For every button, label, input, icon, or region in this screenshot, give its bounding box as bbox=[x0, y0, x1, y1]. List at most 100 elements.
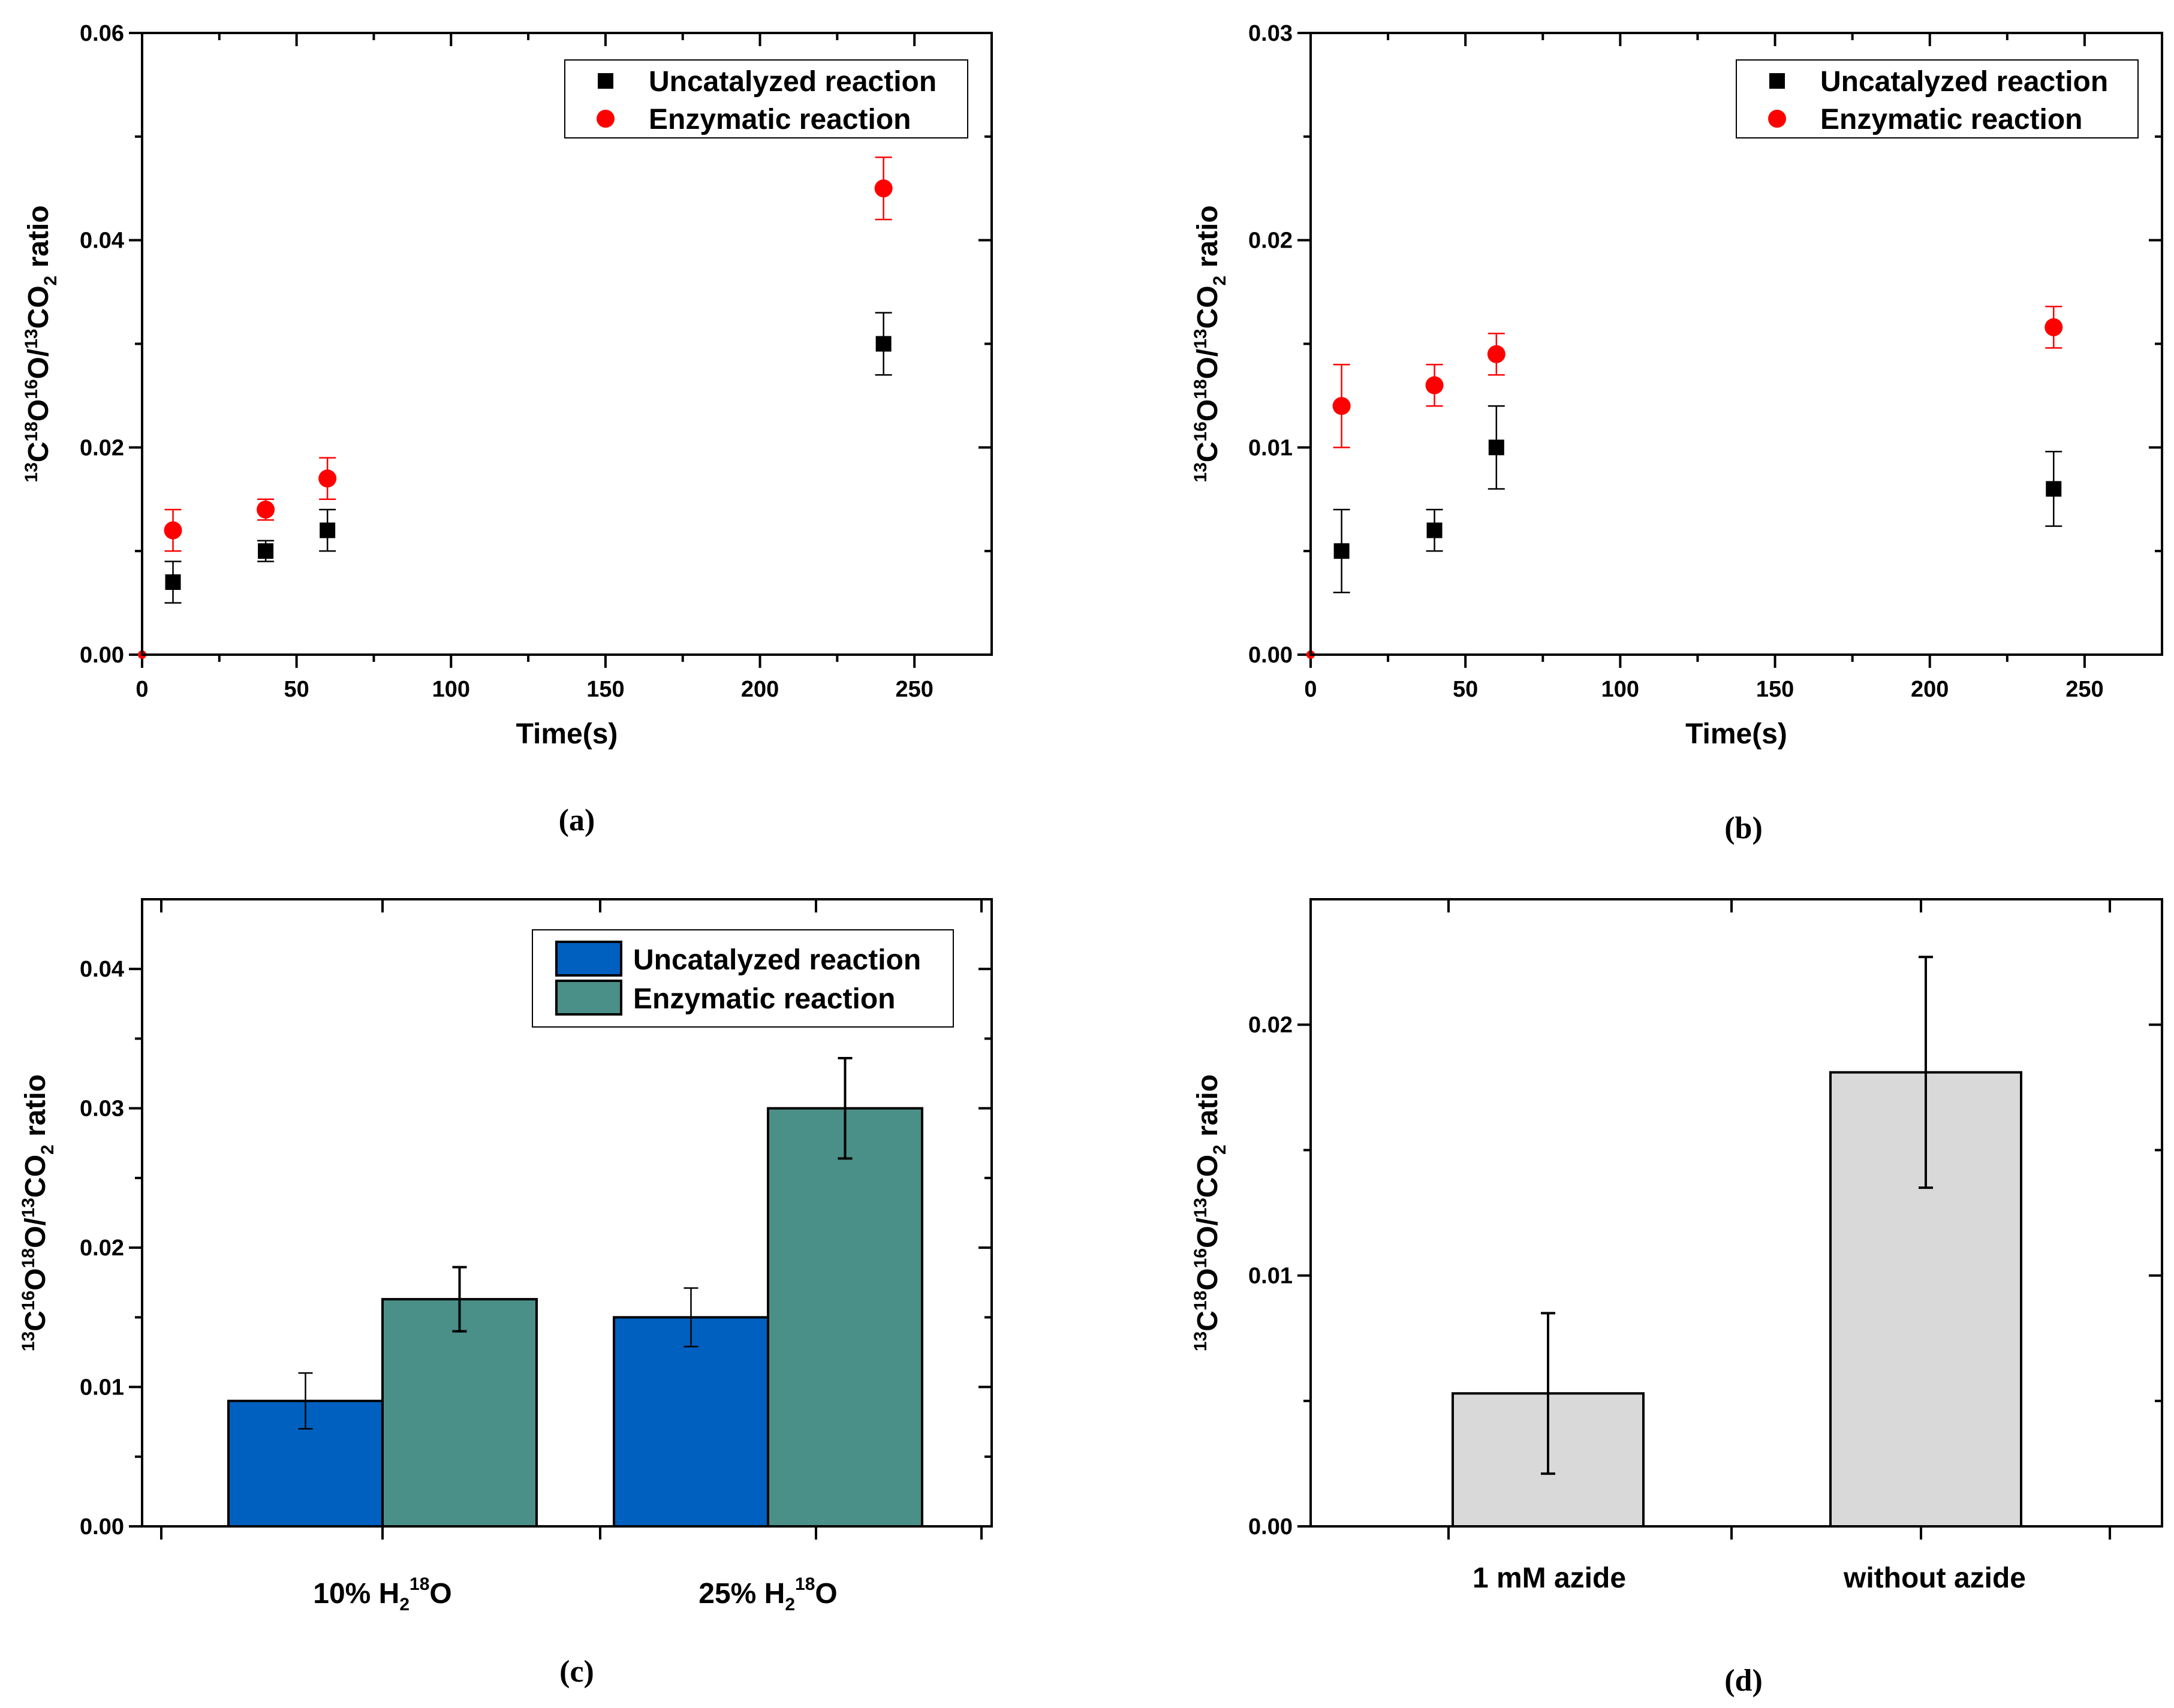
data-point bbox=[1426, 522, 1443, 538]
y-tick-label: 0.02 bbox=[80, 435, 124, 460]
legend-swatch bbox=[555, 941, 622, 977]
bar bbox=[767, 1107, 923, 1528]
label-part: 10% H bbox=[313, 1578, 399, 1610]
y-tick-label: 0.00 bbox=[1248, 1514, 1293, 1540]
label-part: C bbox=[20, 1311, 52, 1332]
y-tick-label: 0.01 bbox=[80, 1375, 124, 1400]
bar bbox=[613, 1316, 769, 1528]
data-point bbox=[1332, 397, 1351, 415]
data-point bbox=[257, 501, 275, 519]
label-part: ratio bbox=[1192, 205, 1224, 275]
label-part: C bbox=[23, 442, 55, 463]
plot-frame bbox=[141, 32, 993, 656]
legend-marker bbox=[1768, 110, 1786, 128]
label-part: O bbox=[23, 399, 55, 421]
label-part: CO bbox=[23, 285, 55, 329]
label-part: 18 bbox=[1191, 379, 1211, 399]
label-part: 16 bbox=[1191, 421, 1211, 441]
label-part: CO bbox=[1192, 1155, 1224, 1198]
bar bbox=[381, 1298, 538, 1528]
label-part: 16 bbox=[1191, 1248, 1211, 1268]
y-axis-title: 13C18O16O/13CO2 ratio bbox=[22, 205, 61, 482]
label-part: O bbox=[1192, 1268, 1224, 1290]
y-tick-label: 0.06 bbox=[80, 21, 124, 46]
label-part: 2 bbox=[38, 1144, 58, 1155]
label-part: 18 bbox=[795, 1574, 815, 1594]
x-tick-label: 250 bbox=[2065, 677, 2103, 702]
label-part: O/ bbox=[20, 1218, 52, 1248]
x-tick-label: 50 bbox=[284, 677, 309, 702]
data-point bbox=[2046, 481, 2062, 497]
legend-marker bbox=[1769, 73, 1785, 89]
label-part: ratio bbox=[1192, 1074, 1224, 1144]
x-tick-label: 50 bbox=[1453, 677, 1478, 702]
x-category-label: 25% H218O bbox=[698, 1574, 837, 1614]
data-point bbox=[1488, 439, 1504, 456]
legend-entry: Uncatalyzed reaction bbox=[1820, 66, 2108, 98]
y-tick-label: 0.01 bbox=[1248, 1264, 1293, 1289]
y-tick-label: 0.03 bbox=[1248, 21, 1293, 46]
legend-swatch bbox=[555, 980, 622, 1016]
x-tick-label: 0 bbox=[1304, 677, 1317, 702]
label-part: ratio bbox=[23, 205, 55, 275]
label-part: 13 bbox=[19, 1198, 38, 1218]
x-tick-label: 0 bbox=[136, 677, 148, 702]
label-part: 18 bbox=[1191, 1291, 1211, 1311]
plot-frame bbox=[1309, 32, 2163, 656]
x-axis-title: Time(s) bbox=[1685, 718, 1787, 750]
legend-entry: Enzymatic reaction bbox=[1820, 104, 2082, 135]
label-part: 25% H bbox=[698, 1578, 785, 1610]
legend-marker bbox=[597, 110, 615, 128]
data-point bbox=[318, 469, 337, 488]
x-category-label: without azide bbox=[1843, 1562, 2026, 1594]
x-category-label: 10% H218O bbox=[313, 1574, 451, 1614]
label-part: O bbox=[1192, 399, 1224, 421]
label-part: ratio bbox=[20, 1074, 52, 1144]
label-part: C bbox=[1192, 442, 1224, 463]
data-point bbox=[1333, 543, 1350, 559]
label-part: O bbox=[815, 1578, 837, 1610]
label-part: O bbox=[20, 1268, 52, 1290]
label-part: 13 bbox=[1191, 329, 1211, 348]
label-part: 13 bbox=[22, 462, 41, 482]
panel-label: (d) bbox=[1724, 1664, 1763, 1698]
legend-entry: Uncatalyzed reaction bbox=[633, 944, 921, 976]
x-category-label: 1 mM azide bbox=[1473, 1562, 1626, 1594]
data-point bbox=[164, 521, 182, 540]
label-part: 13 bbox=[1191, 1332, 1211, 1351]
label-part: 2 bbox=[399, 1595, 409, 1614]
y-tick-label: 0.04 bbox=[80, 957, 124, 982]
legend-box bbox=[564, 59, 968, 138]
data-point bbox=[1425, 376, 1444, 394]
x-tick-label: 150 bbox=[1756, 677, 1794, 702]
panel-label: (c) bbox=[559, 1655, 594, 1689]
label-part: CO bbox=[20, 1155, 52, 1198]
legend-entry: Enzymatic reaction bbox=[649, 104, 911, 135]
legend-entry: Enzymatic reaction bbox=[633, 983, 895, 1015]
label-part: 16 bbox=[22, 379, 41, 399]
label-part: 13 bbox=[19, 1332, 38, 1351]
y-axis-title: 13C16O18O/13CO2 ratio bbox=[19, 1074, 58, 1351]
panel-label: (a) bbox=[559, 803, 595, 838]
y-tick-label: 0.04 bbox=[80, 228, 124, 254]
label-part: 2 bbox=[1210, 276, 1230, 286]
x-axis-title: Time(s) bbox=[516, 718, 618, 750]
y-tick-label: 0.00 bbox=[80, 643, 124, 668]
data-point bbox=[2044, 318, 2063, 336]
label-part: O/ bbox=[1192, 1218, 1224, 1248]
y-tick-label: 0.03 bbox=[80, 1097, 124, 1122]
label-part: CO bbox=[1192, 285, 1224, 329]
data-point bbox=[1487, 345, 1505, 363]
label-part: O/ bbox=[1192, 349, 1224, 379]
y-tick-label: 0.02 bbox=[1248, 228, 1293, 254]
legend-entry: Uncatalyzed reaction bbox=[649, 66, 937, 98]
label-part: O bbox=[429, 1578, 451, 1610]
legend-marker bbox=[598, 73, 613, 89]
x-tick-label: 200 bbox=[1911, 677, 1949, 702]
label-part: 13 bbox=[1191, 1198, 1211, 1218]
x-tick-label: 100 bbox=[1601, 677, 1639, 702]
